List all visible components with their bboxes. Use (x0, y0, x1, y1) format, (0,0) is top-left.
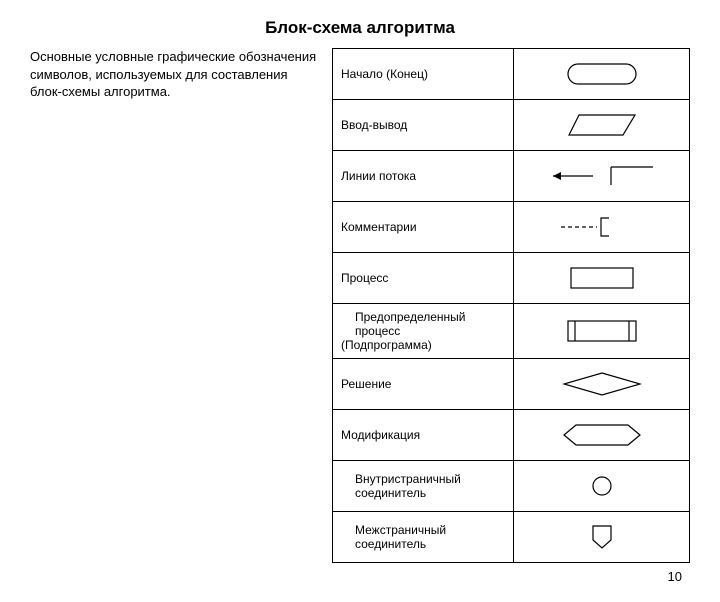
symbol-label: Предопределенныйпроцесс(Подпрограмма) (333, 304, 514, 359)
page-title: Блок-схема алгоритма (30, 18, 690, 38)
symbol-label: Начало (Конец) (333, 49, 514, 100)
symbol-label: Процесс (333, 253, 514, 304)
table-row: Линии потока (333, 151, 690, 202)
description-text: Основные условные графические обозначени… (30, 48, 320, 563)
onpage-icon (514, 461, 690, 512)
symbols-table: Начало (Конец)Ввод-выводЛинии потокаКомм… (332, 48, 690, 563)
modification-icon (514, 410, 690, 461)
symbol-label: Линии потока (333, 151, 514, 202)
symbol-label: Модификация (333, 410, 514, 461)
comment-icon (514, 202, 690, 253)
table-row: Внутристраничныйсоединитель (333, 461, 690, 512)
table-row: Процесс (333, 253, 690, 304)
page-number: 10 (30, 569, 690, 584)
table-row: Решение (333, 359, 690, 410)
terminator-icon (514, 49, 690, 100)
symbol-label: Ввод-вывод (333, 100, 514, 151)
flowlines-icon (514, 151, 690, 202)
table-row: Комментарии (333, 202, 690, 253)
offpage-icon (514, 512, 690, 563)
table-row: Начало (Конец) (333, 49, 690, 100)
symbol-label: Решение (333, 359, 514, 410)
symbol-label: Внутристраничныйсоединитель (333, 461, 514, 512)
table-row: Ввод-вывод (333, 100, 690, 151)
symbol-label: Межстраничныйсоединитель (333, 512, 514, 563)
subprocess-icon (514, 304, 690, 359)
io-icon (514, 100, 690, 151)
table-row: Межстраничныйсоединитель (333, 512, 690, 563)
content-row: Основные условные графические обозначени… (30, 48, 690, 563)
symbol-label: Комментарии (333, 202, 514, 253)
table-row: Модификация (333, 410, 690, 461)
decision-icon (514, 359, 690, 410)
process-icon (514, 253, 690, 304)
symbols-table-wrap: Начало (Конец)Ввод-выводЛинии потокаКомм… (332, 48, 690, 563)
table-row: Предопределенныйпроцесс(Подпрограмма) (333, 304, 690, 359)
